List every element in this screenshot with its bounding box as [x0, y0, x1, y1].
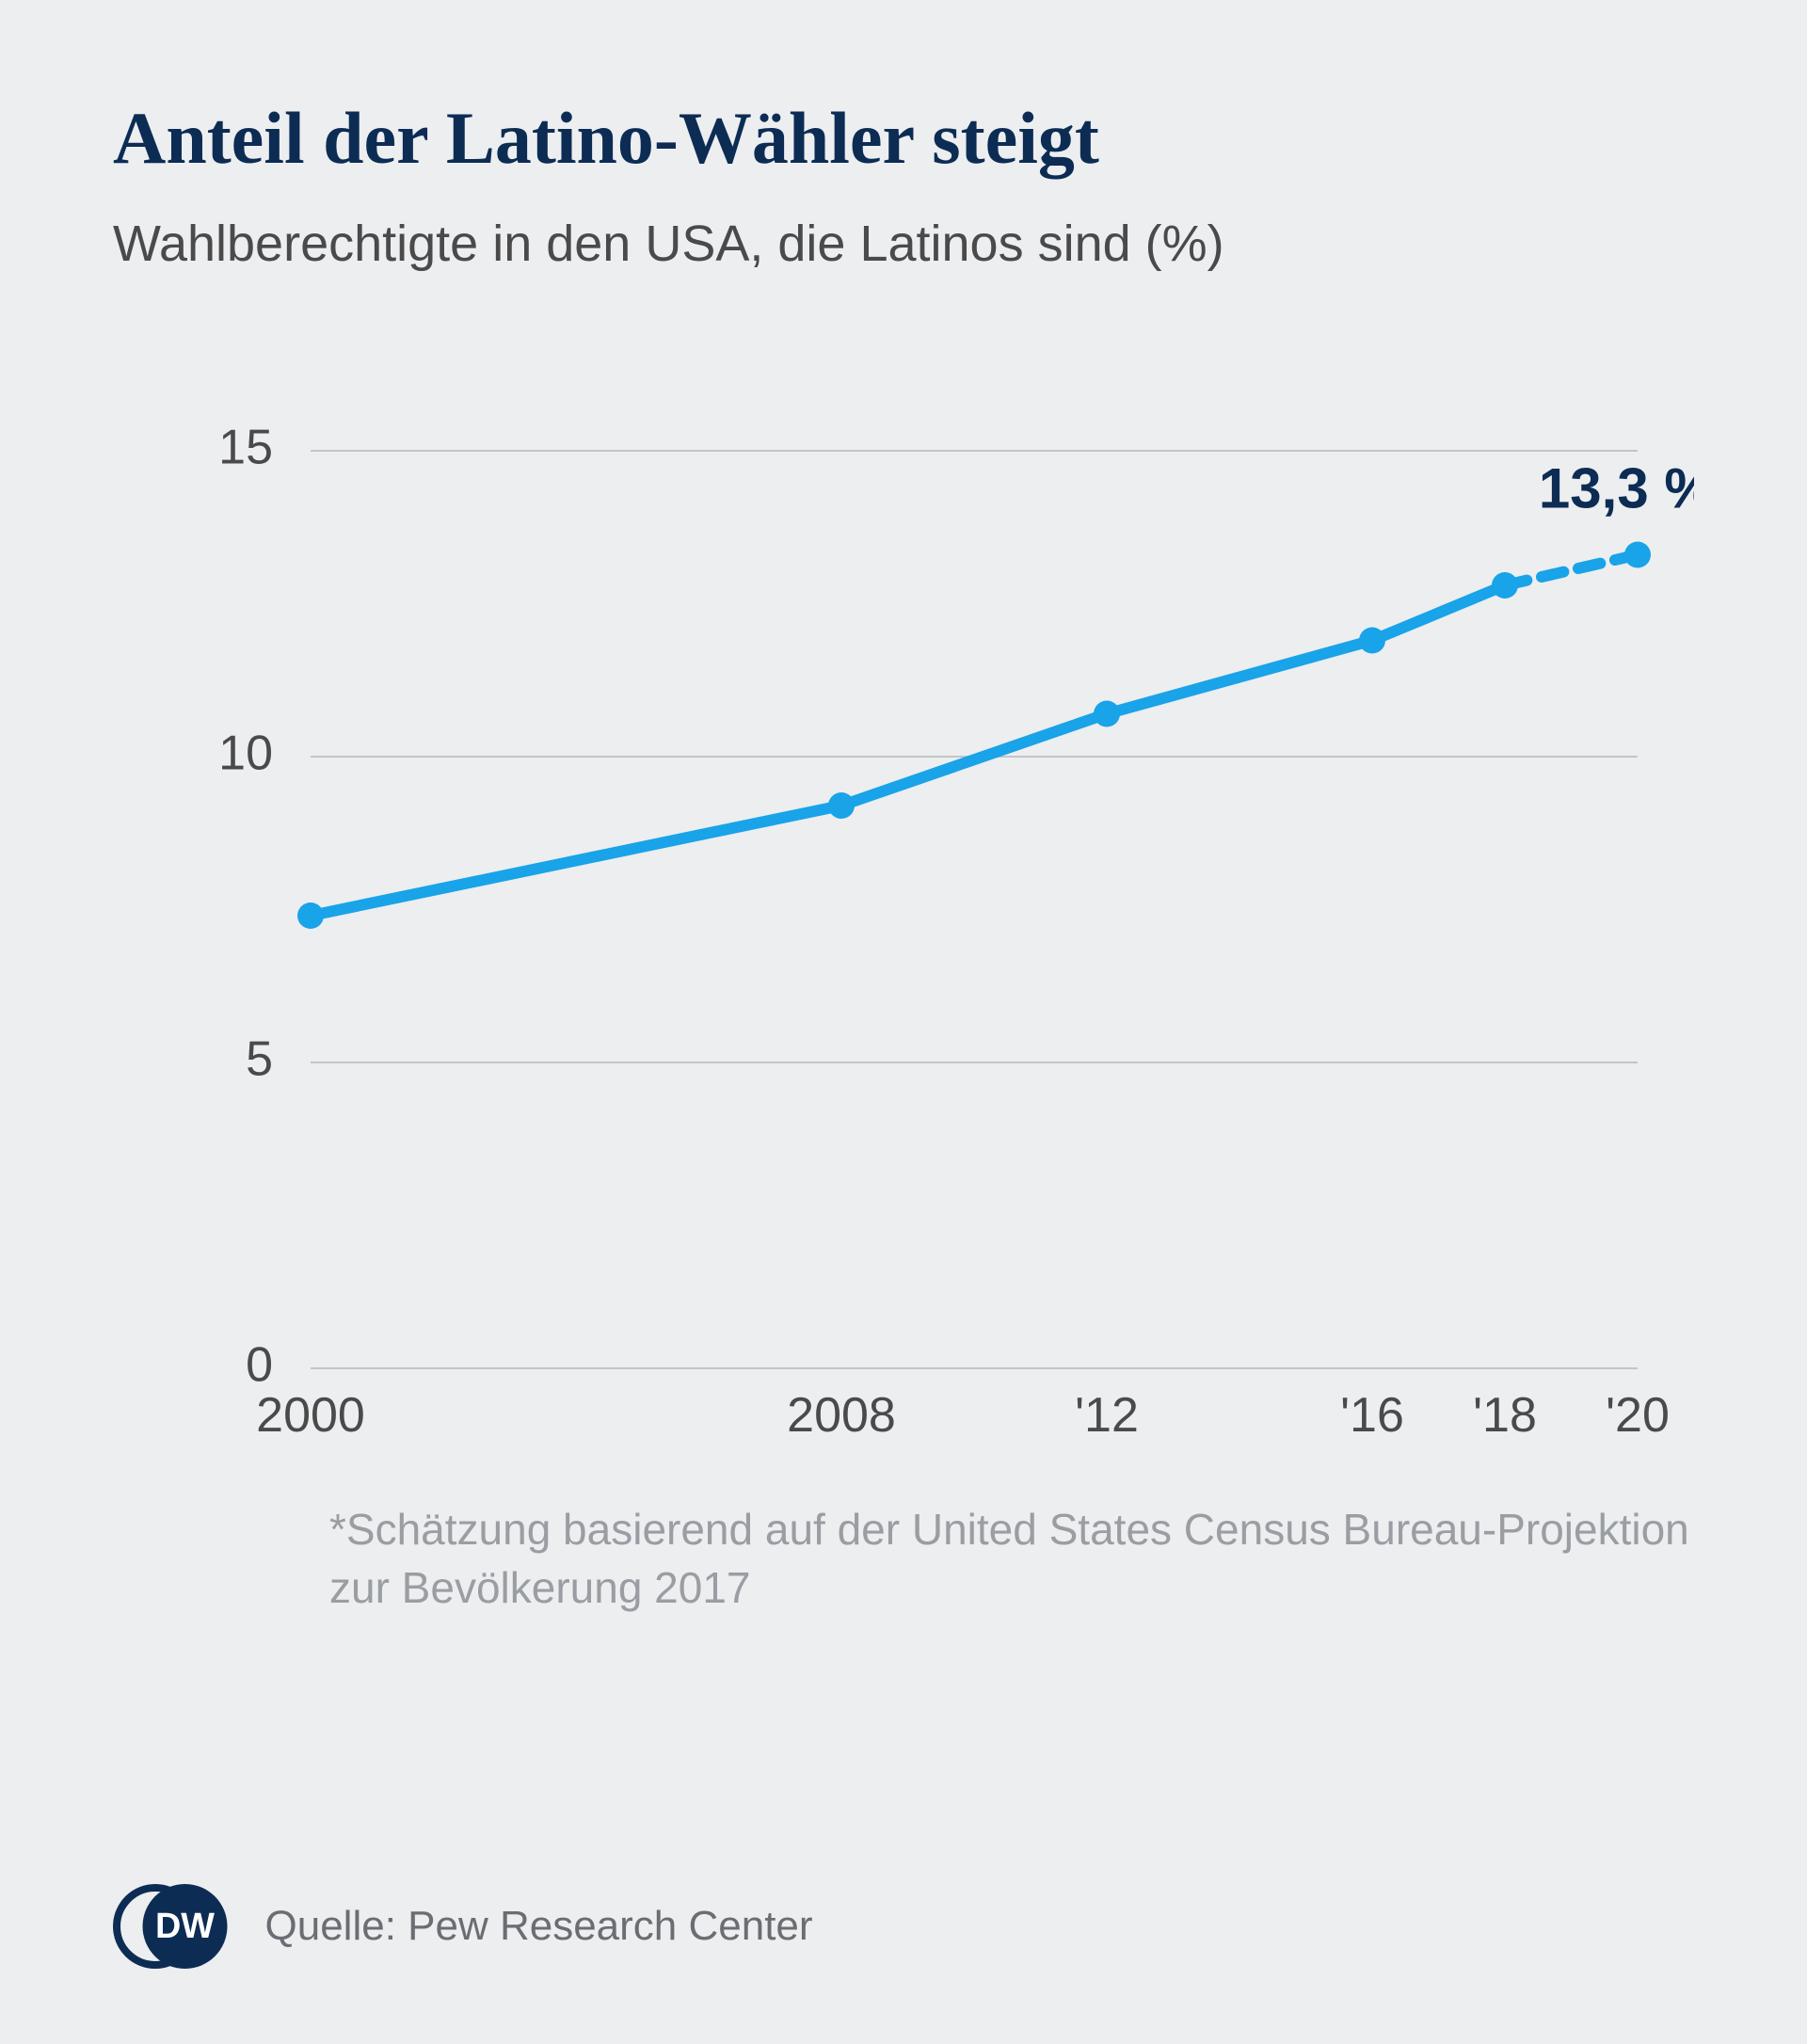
svg-text:'16: '16	[1340, 1388, 1404, 1443]
svg-text:'20: '20	[1606, 1388, 1670, 1443]
line-chart-svg: 0 5 10 15 2000 2008 '12 '16 '18 '20 13,3 %*	[113, 333, 1694, 1481]
svg-text:DW: DW	[155, 1907, 215, 1946]
svg-text:0: 0	[246, 1338, 273, 1393]
svg-text:10: 10	[218, 727, 273, 781]
chart-footer: DW Quelle: Pew Research Center	[113, 1884, 1694, 1969]
chart-title: Anteil der Latino-Wähler steigt	[113, 94, 1694, 183]
chart-footnote: *Schätzung basierend auf der United Stat…	[113, 1500, 1694, 1617]
svg-text:2008: 2008	[787, 1388, 896, 1443]
svg-text:'18: '18	[1473, 1388, 1537, 1443]
chart-container: Anteil der Latino-Wähler steigt Wahlbere…	[0, 0, 1807, 2044]
svg-text:5: 5	[246, 1032, 273, 1087]
dw-logo-icon: DW	[113, 1884, 228, 1969]
source-label: Quelle: Pew Research Center	[265, 1903, 813, 1950]
svg-text:15: 15	[218, 421, 273, 475]
svg-text:2000: 2000	[256, 1388, 365, 1443]
svg-text:'12: '12	[1075, 1388, 1139, 1443]
svg-text:13,3 %*: 13,3 %*	[1539, 456, 1694, 519]
plot-area: 0 5 10 15 2000 2008 '12 '16 '18 '20 13,3 %*	[113, 333, 1694, 1481]
chart-subtitle: Wahlberechtigte in den USA, die Latinos …	[113, 211, 1694, 277]
